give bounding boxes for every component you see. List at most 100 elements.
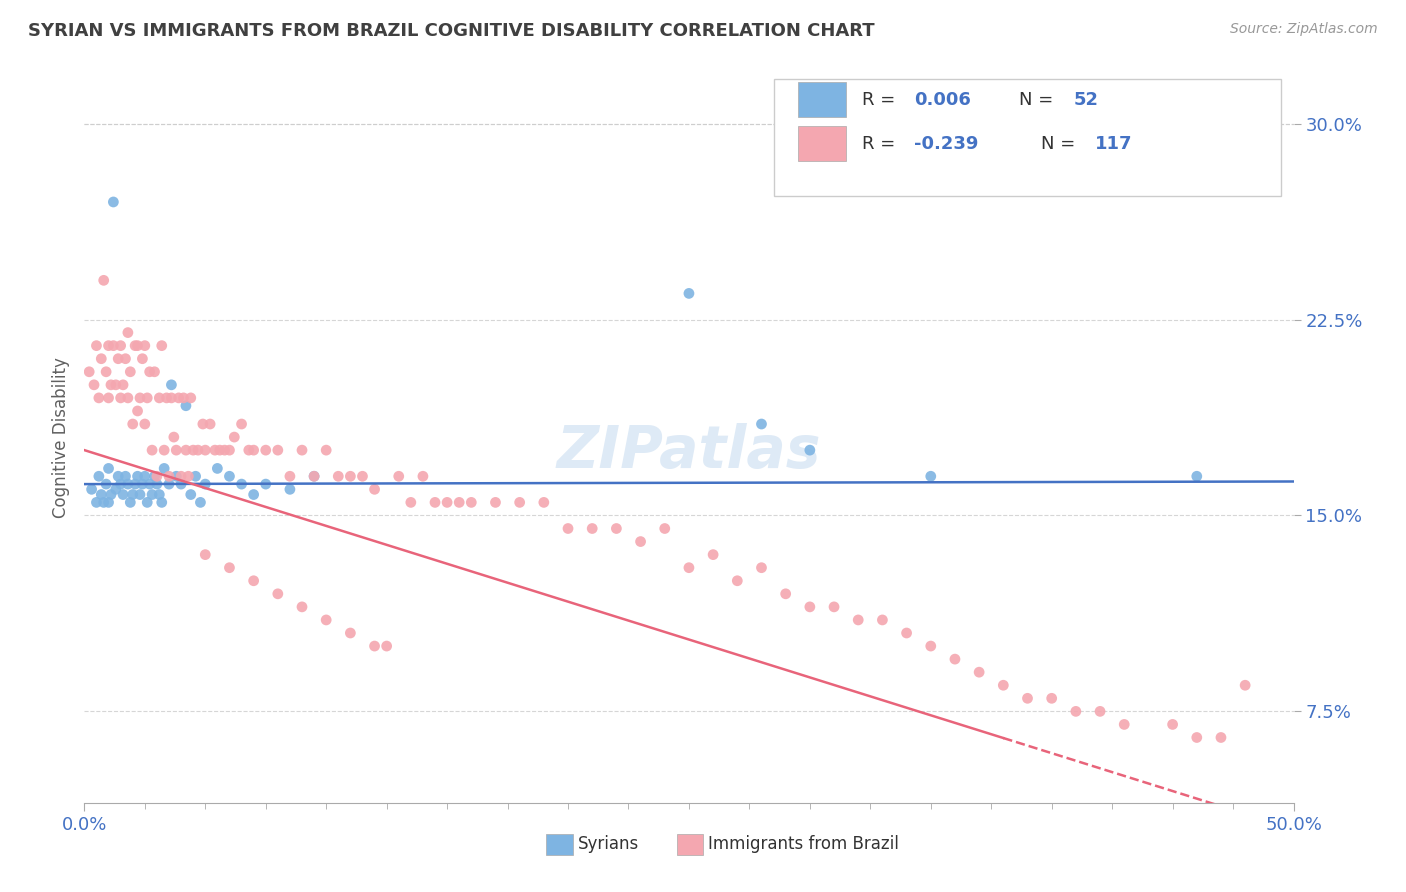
- Point: [100, 487, 122, 501]
- Point: [94, 365, 117, 379]
- Point: [160, 391, 183, 405]
- Text: Immigrants from Brazil: Immigrants from Brazil: [709, 836, 900, 854]
- Point: [93, 273, 115, 287]
- Point: [170, 469, 193, 483]
- Point: [242, 487, 264, 501]
- Point: [173, 391, 195, 405]
- Point: [138, 477, 160, 491]
- Point: [412, 469, 434, 483]
- Point: [254, 477, 277, 491]
- Point: [121, 487, 143, 501]
- Point: [112, 487, 135, 501]
- Point: [155, 391, 177, 405]
- Point: [315, 613, 337, 627]
- Point: [1234, 678, 1257, 692]
- Point: [1185, 731, 1208, 745]
- Point: [136, 391, 159, 405]
- Point: [153, 443, 176, 458]
- Point: [87, 469, 110, 483]
- Point: [87, 391, 110, 405]
- Point: [194, 477, 217, 491]
- Point: [198, 417, 221, 431]
- Point: [124, 338, 146, 352]
- Point: [104, 483, 127, 497]
- Point: [148, 391, 170, 405]
- Point: [388, 469, 411, 483]
- Point: [121, 417, 143, 431]
- Point: [146, 477, 169, 491]
- Point: [97, 495, 120, 509]
- Point: [127, 404, 149, 418]
- FancyBboxPatch shape: [547, 833, 572, 855]
- Point: [165, 469, 187, 483]
- Point: [97, 391, 120, 405]
- Point: [110, 338, 132, 352]
- Point: [104, 377, 127, 392]
- Point: [134, 417, 156, 431]
- Point: [1185, 469, 1208, 483]
- Point: [174, 443, 197, 458]
- Point: [484, 495, 506, 509]
- Point: [363, 483, 385, 497]
- Point: [86, 338, 108, 352]
- Point: [751, 560, 773, 574]
- Point: [1088, 705, 1111, 719]
- Point: [114, 351, 136, 366]
- Point: [143, 365, 166, 379]
- Point: [238, 443, 260, 458]
- Point: [194, 548, 217, 562]
- Point: [114, 469, 136, 483]
- Point: [131, 477, 153, 491]
- Point: [148, 487, 170, 501]
- Point: [702, 548, 724, 562]
- Y-axis label: Cognitive Disability: Cognitive Disability: [52, 357, 70, 517]
- Point: [157, 469, 180, 483]
- Point: [120, 365, 142, 379]
- Point: [129, 391, 152, 405]
- Point: [127, 469, 149, 483]
- Point: [799, 599, 821, 614]
- Point: [278, 469, 301, 483]
- Point: [80, 483, 103, 497]
- Point: [775, 587, 797, 601]
- Text: 117: 117: [1095, 135, 1133, 153]
- Point: [112, 377, 135, 392]
- Point: [208, 443, 231, 458]
- Point: [187, 443, 209, 458]
- Point: [224, 430, 246, 444]
- Text: SYRIAN VS IMMIGRANTS FROM BRAZIL COGNITIVE DISABILITY CORRELATION CHART: SYRIAN VS IMMIGRANTS FROM BRAZIL COGNITI…: [28, 22, 875, 40]
- Point: [194, 443, 217, 458]
- Point: [339, 469, 361, 483]
- Point: [920, 469, 942, 483]
- Point: [150, 338, 173, 352]
- Point: [993, 678, 1015, 692]
- Point: [180, 487, 202, 501]
- Point: [117, 391, 139, 405]
- Point: [129, 487, 152, 501]
- Point: [146, 469, 169, 483]
- Point: [799, 443, 821, 458]
- Point: [436, 495, 458, 509]
- Point: [509, 495, 531, 509]
- Point: [751, 417, 773, 431]
- Point: [278, 483, 301, 497]
- Point: [103, 338, 125, 352]
- Point: [103, 194, 125, 209]
- Point: [204, 443, 226, 458]
- Point: [423, 495, 446, 509]
- Point: [872, 613, 894, 627]
- Point: [967, 665, 990, 680]
- Text: ZIPatlas: ZIPatlas: [557, 423, 821, 480]
- Text: N =: N =: [1019, 91, 1059, 109]
- Point: [138, 365, 160, 379]
- Point: [460, 495, 482, 509]
- Point: [150, 495, 173, 509]
- Point: [191, 417, 214, 431]
- Point: [184, 469, 207, 483]
- Point: [291, 443, 314, 458]
- Point: [920, 639, 942, 653]
- Point: [93, 495, 115, 509]
- FancyBboxPatch shape: [676, 833, 703, 855]
- Point: [1161, 717, 1184, 731]
- Point: [581, 521, 603, 535]
